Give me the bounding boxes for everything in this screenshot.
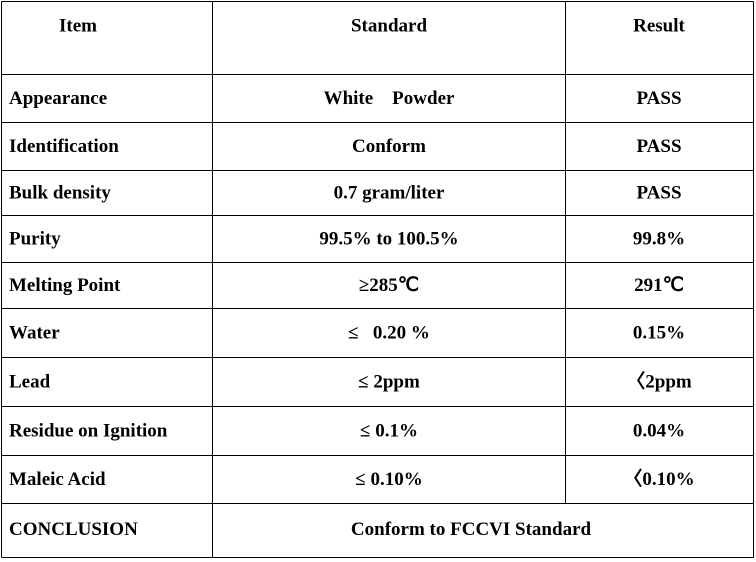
item-cell: Purity [9,228,61,249]
result-cell: PASS [636,136,681,157]
item-cell: Maleic Acid [9,469,106,490]
conclusion-label: CONCLUSION [9,519,138,540]
item-cell: Bulk density [9,182,111,203]
standard-cell: ≥285℃ [359,275,419,296]
header-cell: Result [633,15,685,36]
result-cell: 291℃ [634,275,684,296]
standard-cell: White Powder [324,88,455,109]
standard-cell: 0.7 gram/liter [334,182,445,203]
result-cell: 0.04% [633,420,685,441]
standard-cell: ≤ 0.10% [355,469,422,490]
item-cell: Water [9,322,60,343]
standard-cell: Conform [352,136,426,157]
standard-cell: ≤ 0.1% [360,420,418,441]
item-cell: Melting Point [9,275,121,296]
item-cell: Lead [9,371,51,392]
standard-cell: ≤ 0.20 % [348,322,430,343]
result-cell: PASS [636,88,681,109]
standard-cell: ≤ 2ppm [358,371,420,392]
result-cell: 〈2ppm [626,369,692,392]
item-cell: Identification [9,136,119,157]
item-cell: Appearance [9,88,107,109]
conclusion-value: Conform to FCCVI Standard [351,519,592,540]
result-cell: 0.15% [633,322,685,343]
result-cell: 〈0.10% [623,467,694,490]
standard-cell: 99.5% to 100.5% [319,228,458,249]
item-cell: Residue on Ignition [9,420,168,441]
header-cell: Item [59,15,97,36]
result-cell: PASS [636,182,681,203]
header-cell: Standard [351,15,427,36]
result-cell: 99.8% [633,228,685,249]
